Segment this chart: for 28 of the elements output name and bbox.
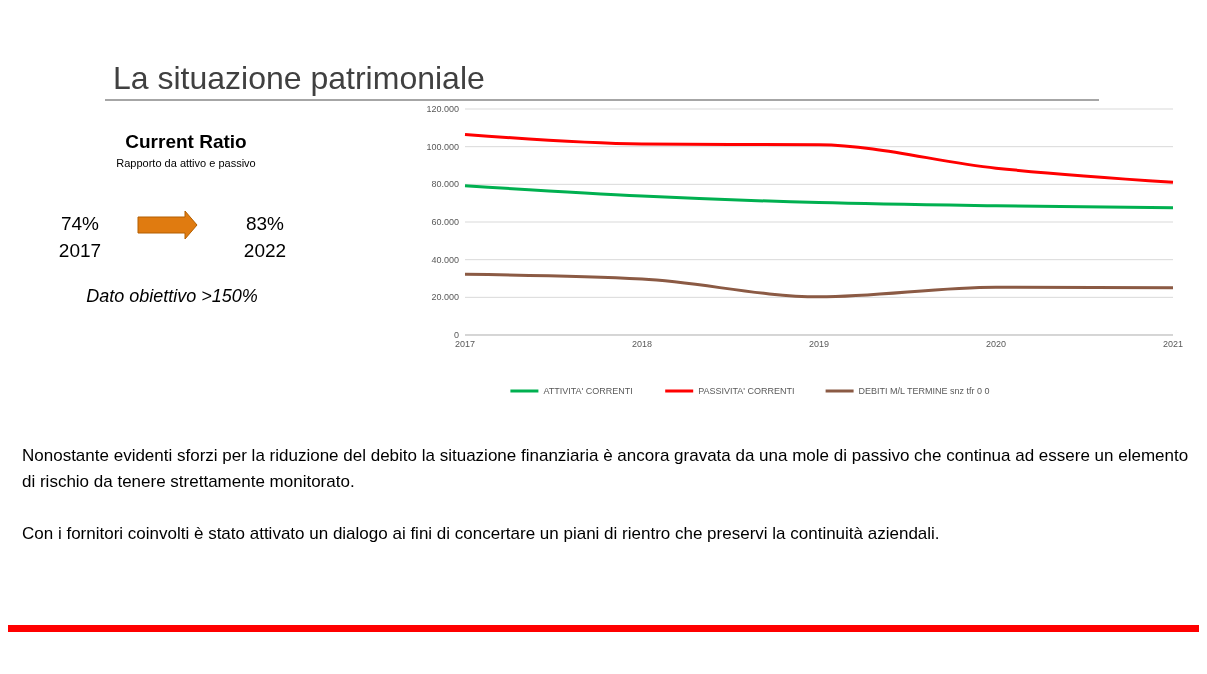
x-tick-label: 2017	[454, 339, 476, 349]
text: Current Ratio	[125, 131, 247, 152]
y-tick-label: 100.000	[426, 141, 459, 152]
legend-label: ATTIVITA' CORRENTI	[543, 386, 633, 396]
y-tick-label: 20.000	[431, 292, 459, 303]
x-tick-label: 2021	[1162, 339, 1184, 349]
chart-title: La situazione patrimoniale	[113, 60, 485, 96]
line-series	[463, 132, 1175, 184]
legend-label: PASSIVITA' CORRENTI	[698, 386, 795, 396]
text: Rapporto da attivo e passivo	[116, 157, 256, 169]
text: 74%	[60, 213, 100, 234]
text: Nonostante evidenti sforzi per la riduzione del debito la situazione finanziaria è ancora gravata da una mole di passivo che continua ad essere un elemento di rischio da tenere strettamente monitorato.	[22, 445, 1190, 493]
text: 2022	[243, 240, 287, 261]
y-tick-label: 0	[453, 330, 459, 340]
x-tick-label: 2018	[631, 339, 653, 349]
text: Con i fornitori coinvolti è stato attivato un dialogo ai fini di concertare un piani di rientro che preservi la continuità aziendali.	[22, 523, 941, 545]
line-series	[463, 184, 1175, 210]
y-tick-label: 60.000	[431, 217, 459, 227]
y-tick-label: 40.000	[431, 254, 459, 265]
text: Dato obiettivo >150%	[86, 286, 258, 306]
legend-label: DEBITI M/L TERMINE snz tfr 0 0	[858, 386, 990, 396]
x-tick-label: 2020	[985, 339, 1007, 349]
text: 2017	[58, 240, 102, 261]
y-tick-label: 120.000	[426, 104, 459, 114]
text: 83%	[245, 213, 285, 234]
y-tick-label: 80.000	[431, 179, 459, 190]
x-tick-label: 2019	[808, 339, 830, 349]
line-series	[463, 272, 1175, 299]
